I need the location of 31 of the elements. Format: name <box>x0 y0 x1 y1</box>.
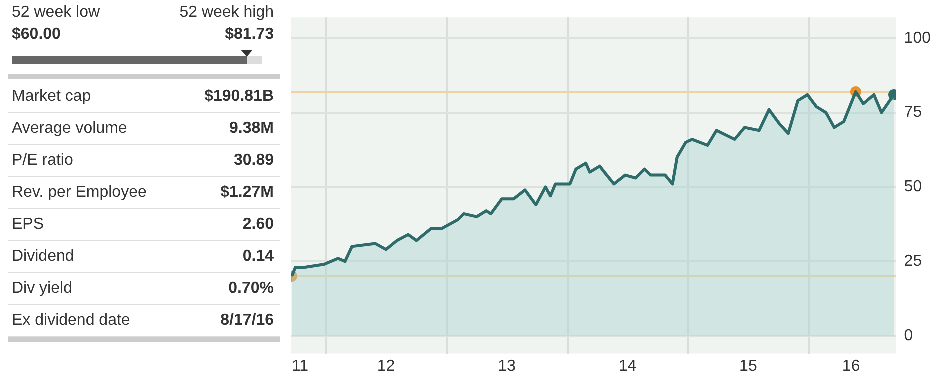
text: 0.14 <box>242 248 274 264</box>
text: $1.27M <box>220 184 274 200</box>
x-tick-label: 13 <box>498 358 516 375</box>
text: $190.81B <box>204 88 274 104</box>
y-tick-label: 25 <box>904 252 922 270</box>
category-label: P/E ratio <box>12 152 74 170</box>
category-label: Dividend <box>12 248 74 266</box>
y-tick-label: 50 <box>904 178 922 196</box>
text: $81.73 <box>224 26 274 44</box>
y-tick-label: 100 <box>904 30 932 47</box>
x-tick-label: 16 <box>842 358 860 375</box>
text: 30.89 <box>234 152 274 168</box>
category-label: Market cap <box>12 88 92 106</box>
x-tick-label: 15 <box>740 358 758 375</box>
text: 8/17/16 <box>220 312 274 328</box>
category-label: Div yield <box>12 280 72 298</box>
category-label: Rev. per Employee <box>12 184 147 202</box>
text: $60.00 <box>12 26 62 44</box>
x-tick-label: 11 <box>292 358 309 375</box>
text: 9.38M <box>230 120 274 136</box>
text: 2.60 <box>242 216 274 232</box>
text: 52 week low <box>12 4 100 22</box>
text: 52 week high <box>180 4 274 22</box>
x-tick-label: 14 <box>618 358 637 375</box>
x-tick-label: 12 <box>377 358 396 375</box>
text: 0.70% <box>228 280 274 296</box>
y-tick-label: 0 <box>904 327 914 344</box>
y-tick-label: 75 <box>904 104 922 122</box>
category-label: Average volume <box>12 120 128 138</box>
category-label: Ex dividend date <box>12 312 130 330</box>
category-label: EPS <box>12 216 44 234</box>
